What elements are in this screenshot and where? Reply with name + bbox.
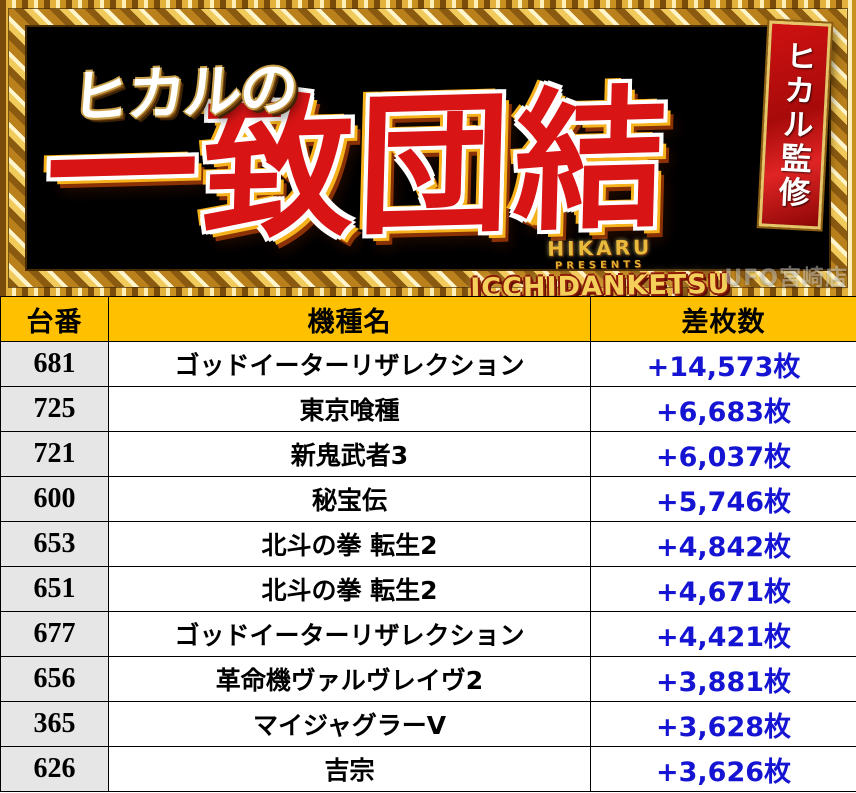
table-row: 600 秘宝伝 +5,746枚	[0, 476, 856, 522]
cell-machine-name: 新鬼武者3	[108, 431, 591, 477]
cell-machine-name: 秘宝伝	[108, 476, 591, 522]
results-table-body: 681 ゴッドイーターリザレクション +14,573枚 725 東京喰種 +6,683枚 7…	[0, 341, 856, 792]
banner-logo-top-text: ヒカルの	[68, 54, 299, 132]
cell-difference: +4,421枚	[590, 611, 856, 657]
cell-machine-name: 東京喰種	[108, 386, 591, 432]
cell-machine-name: 北斗の拳 転生2	[108, 521, 591, 567]
cell-machine-number: 653	[0, 521, 109, 567]
cell-machine-name: 革命機ヴァルヴレイヴ2	[108, 656, 591, 702]
cell-difference: +3,628枚	[590, 701, 856, 747]
cell-machine-name: ゴッドイーターリザレクション	[108, 611, 591, 657]
table-row: 653 北斗の拳 転生2 +4,842枚	[0, 521, 856, 567]
table-row: 656 革命機ヴァルヴレイヴ2 +3,881枚	[0, 656, 856, 702]
cell-machine-number: 365	[0, 701, 109, 747]
store-watermark: UFO宮崎店	[724, 266, 848, 291]
cell-difference: +3,626枚	[590, 746, 856, 792]
cell-machine-number: 721	[0, 431, 109, 477]
table-row: 651 北斗の拳 転生2 +4,671枚	[0, 566, 856, 612]
cell-difference: +6,683枚	[590, 386, 856, 432]
cell-machine-name: ゴッドイーターリザレクション	[108, 341, 591, 387]
cell-machine-number: 600	[0, 476, 109, 522]
table-row: 681 ゴッドイーターリザレクション +14,573枚	[0, 341, 856, 387]
cell-machine-number: 651	[0, 566, 109, 612]
hikaru-supervision-tag-label: ヒカル監修	[772, 39, 817, 211]
table-header-row: 台番 機種名 差枚数	[0, 296, 856, 342]
cell-machine-number: 677	[0, 611, 109, 657]
cell-machine-number: 656	[0, 656, 109, 702]
cell-machine-name: 吉宗	[108, 746, 591, 792]
column-header-difference: 差枚数	[590, 296, 856, 342]
banner-english-bottom: ICCHIDANKETSU	[470, 268, 731, 296]
cell-machine-number: 626	[0, 746, 109, 792]
cell-machine-number: 681	[0, 341, 109, 387]
column-header-machine-name: 機種名	[108, 296, 591, 342]
cell-difference: +4,671枚	[590, 566, 856, 612]
banner-english-lockup: HIKARU PRESENTS ICCHIDANKETSU	[469, 235, 731, 296]
cell-machine-name: 北斗の拳 転生2	[108, 566, 591, 612]
cell-difference: +14,573枚	[590, 341, 856, 387]
hikaru-supervision-tag: ヒカル監修	[758, 20, 832, 230]
column-header-machine-number: 台番	[0, 296, 109, 342]
cell-difference: +5,746枚	[590, 476, 856, 522]
cell-machine-number: 725	[0, 386, 109, 432]
table-row: 721 新鬼武者3 +6,037枚	[0, 431, 856, 477]
table-row: 677 ゴッドイーターリザレクション +4,421枚	[0, 611, 856, 657]
cell-machine-name: マイジャグラーV	[108, 701, 591, 747]
table-row: 626 吉宗 +3,626枚	[0, 746, 856, 792]
table-row: 365 マイジャグラーV +3,628枚	[0, 701, 856, 747]
cell-difference: +6,037枚	[590, 431, 856, 477]
table-row: 725 東京喰種 +6,683枚	[0, 386, 856, 432]
results-table-head: 台番 機種名 差枚数	[0, 296, 856, 342]
cell-difference: +4,842枚	[590, 521, 856, 567]
promo-banner: ヒカルの 一致団結 ヒカル監修 HIKARU PRESENTS ICCHIDAN…	[0, 0, 856, 296]
results-table: 台番 機種名 差枚数 681 ゴッドイーターリザレクション +14,573枚 725 東…	[0, 296, 856, 792]
cell-difference: +3,881枚	[590, 656, 856, 702]
